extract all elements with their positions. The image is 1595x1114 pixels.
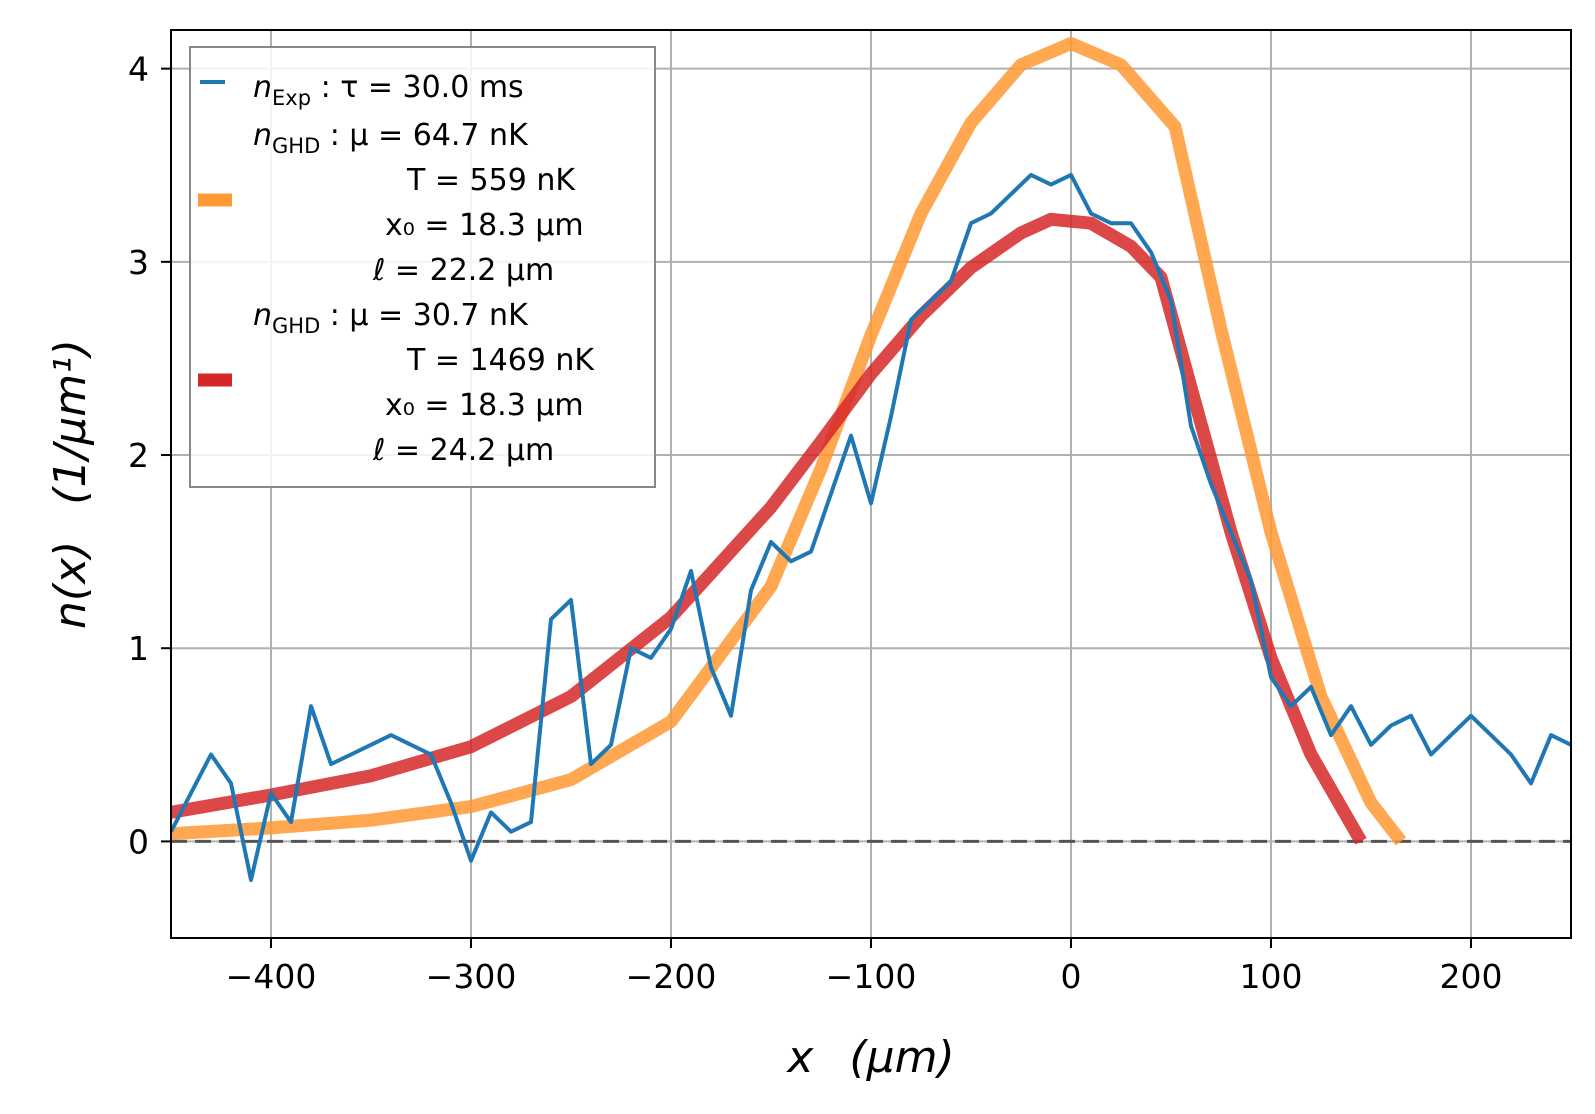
x-tick-label: −300 (426, 957, 517, 996)
x-axis-label: x (μm) (785, 1032, 954, 1083)
x-tick-label: 200 (1440, 957, 1503, 996)
plot-series (171, 37, 1571, 882)
legend-ghd2-sub: GHD (272, 314, 320, 338)
legend-label-ghd2-line2: T = 1469 nK (406, 343, 595, 378)
y-axis-ticks: 0 1 2 3 4 (128, 50, 171, 861)
x-axis-variable: x (785, 1032, 814, 1083)
legend-label-ghd1-line2: T = 559 nK (406, 163, 576, 198)
legend-exp-var: n (253, 70, 272, 105)
x-tick-label: −400 (226, 957, 317, 996)
series-line-ghd2 (171, 212, 1367, 845)
y-tick-label: 1 (128, 629, 149, 668)
x-tick-label: 0 (1061, 957, 1082, 996)
x-tick-label: −100 (826, 957, 917, 996)
series-line-ghd1 (171, 37, 1407, 846)
legend-ghd1-sub: GHD (272, 134, 320, 158)
legend-label-exp: nExp : τ = 30.0 ms (253, 70, 524, 110)
legend-ghd2-var: n (253, 298, 272, 333)
legend-label-ghd1-line4: ℓ = 22.2 μm (372, 253, 554, 288)
y-axis-unit: (1/μm¹) (45, 339, 96, 505)
y-tick-label: 2 (128, 436, 149, 475)
x-axis-ticks: −400 −300 −200 −100 0 100 200 (226, 938, 1503, 996)
legend-label-ghd2-line4: ℓ = 24.2 μm (372, 433, 554, 468)
y-tick-label: 4 (128, 50, 149, 89)
x-tick-label: 100 (1240, 957, 1303, 996)
legend-ghd2-mu: : μ = 30.7 nK (320, 298, 529, 333)
legend-ghd1-mu: : μ = 64.7 nK (320, 118, 529, 153)
legend-exp-rest: : τ = 30.0 ms (311, 70, 524, 105)
legend: nExp : τ = 30.0 ms nGHD : μ = 64.7 nK T … (189, 46, 656, 488)
x-tick-label: −200 (626, 957, 717, 996)
series-line-exp (171, 172, 1571, 882)
y-tick-label: 0 (128, 822, 149, 861)
y-axis-label: n(x) (1/μm¹) (45, 339, 96, 629)
legend-ghd1-var: n (253, 118, 272, 153)
legend-exp-sub: Exp (272, 86, 311, 110)
x-axis-unit: (μm) (849, 1032, 954, 1083)
legend-label-ghd1-line1: nGHD : μ = 64.7 nK (253, 118, 529, 158)
legend-box (189, 46, 656, 488)
y-axis-variable: n(x) (45, 541, 96, 629)
legend-label-ghd2-line3: x₀ = 18.3 μm (385, 388, 584, 423)
legend-label-ghd2-line1: nGHD : μ = 30.7 nK (253, 298, 529, 338)
legend-label-ghd1-line3: x₀ = 18.3 μm (385, 208, 584, 243)
y-tick-label: 3 (128, 243, 149, 282)
